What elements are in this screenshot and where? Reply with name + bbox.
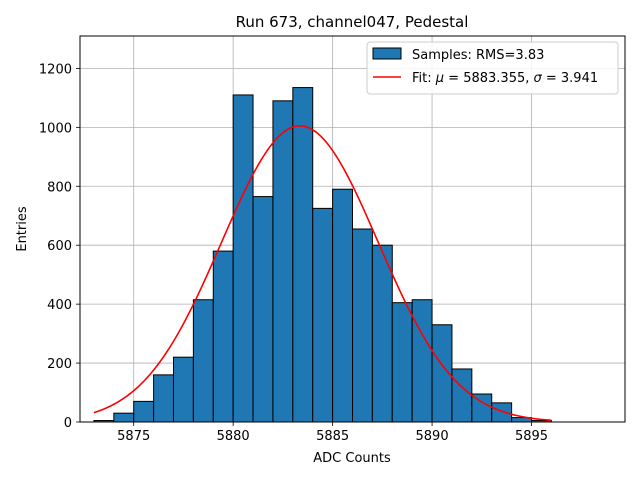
histogram-bar: [491, 402, 513, 423]
legend-box: [366, 41, 619, 95]
histogram-bar: [232, 94, 254, 423]
legend-label-fit: Fit: μ = 5883.355, σ = 3.941: [412, 71, 598, 86]
histogram-bar: [172, 356, 194, 423]
legend-label-samples: Samples: RMS=3.83: [412, 48, 544, 63]
x-tick-label: 5890: [416, 429, 449, 444]
histogram-bar: [292, 87, 314, 423]
legend-fit-prefix: Fit:: [412, 71, 436, 86]
histogram-bar: [212, 250, 234, 423]
fit-curve: [93, 125, 552, 422]
legend-fit-mu-symbol: μ: [435, 71, 444, 86]
legend-fit-sigma-value: = 3.941: [542, 71, 598, 86]
histogram-bars: [93, 87, 552, 423]
y-tick-label: 0: [64, 416, 72, 431]
x-tick-label: 5885: [316, 429, 349, 444]
x-axis-ticks: 5875 5880 5885 5890 5895: [117, 422, 548, 444]
histogram-bar: [192, 299, 214, 423]
y-tick-label: 200: [47, 357, 72, 372]
x-tick-label: 5895: [515, 429, 548, 444]
fit-curve-group: [93, 125, 552, 422]
y-axis-label: Entries: [15, 206, 30, 252]
y-axis-ticks: 0 200 400 600 800 1000 1200: [39, 62, 80, 431]
y-tick-label: 1000: [39, 121, 72, 136]
x-axis-label: ADC Counts: [313, 451, 391, 466]
legend-fit-sigma-symbol: σ: [534, 71, 543, 86]
y-tick-label: 400: [47, 298, 72, 313]
y-tick-label: 600: [47, 239, 72, 254]
histogram-bar: [371, 244, 393, 423]
histogram-bar: [411, 299, 433, 423]
histogram-bar: [312, 207, 334, 423]
histogram-bar: [391, 302, 413, 423]
x-tick-label: 5875: [117, 429, 150, 444]
histogram-bar: [332, 188, 354, 423]
legend-fit-mu-value: = 5883.355,: [444, 71, 533, 86]
y-tick-label: 800: [47, 180, 72, 195]
y-tick-label: 1200: [39, 62, 72, 77]
histogram-bar: [133, 400, 155, 423]
histogram-bar: [252, 196, 274, 423]
legend: Samples: RMS=3.83 Fit: μ = 5883.355, σ =…: [366, 41, 619, 95]
x-tick-label: 5880: [217, 429, 250, 444]
chart-title: Run 673, channel047, Pedestal: [236, 13, 469, 31]
histogram-bar: [113, 412, 135, 423]
legend-patch-samples: [372, 47, 402, 60]
histogram-bar: [352, 228, 373, 423]
histogram-bar: [272, 100, 294, 423]
plot-frame: [79, 35, 626, 423]
histogram-bar: [451, 368, 473, 423]
histogram-bar: [153, 374, 174, 423]
